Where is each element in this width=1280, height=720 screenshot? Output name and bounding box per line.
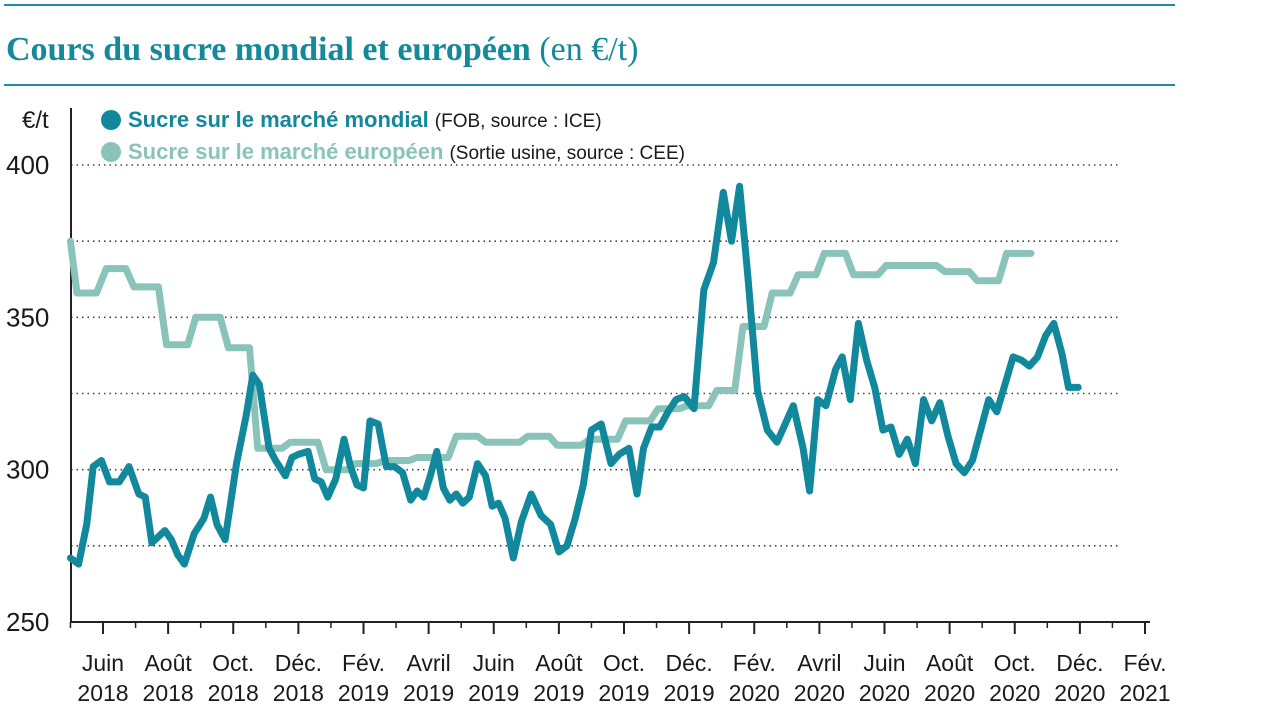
x-tick-label-month: Oct. bbox=[603, 650, 645, 676]
x-tick-label-month: Avril bbox=[797, 650, 841, 676]
y-tick-label-300: 300 bbox=[6, 455, 49, 485]
x-tick-label-month: Avril bbox=[406, 650, 450, 676]
x-tick-label-month: Août bbox=[535, 650, 583, 676]
legend-note-europeen: (Sortie usine, source : CEE) bbox=[449, 143, 684, 164]
chart-title-main: Cours du sucre mondial et européen bbox=[6, 31, 531, 68]
x-tick-label-year: 2021 bbox=[1119, 680, 1170, 706]
legend-note-mondial: (FOB, source : ICE) bbox=[435, 111, 602, 132]
series-line-mondial bbox=[66, 182, 1082, 568]
legend-entry-europeen: Sucre sur le marché européen (Sortie usin… bbox=[128, 139, 685, 164]
title-rule bbox=[4, 84, 1175, 86]
x-tick-label-month: Déc. bbox=[1056, 650, 1103, 676]
x-tick-label-year: 2018 bbox=[208, 680, 259, 706]
x-tick-label-month: Juin bbox=[82, 650, 124, 676]
x-tick-label-month: Juin bbox=[473, 650, 515, 676]
x-tick-label-month: Fév. bbox=[733, 650, 776, 676]
x-tick-label-year: 2018 bbox=[273, 680, 324, 706]
top-rule bbox=[4, 4, 1175, 6]
x-tick-label-month: Déc. bbox=[275, 650, 322, 676]
legend-entry-mondial: Sucre sur le marché mondial (FOB, source … bbox=[128, 107, 602, 132]
x-tick-label-year: 2020 bbox=[794, 680, 845, 706]
x-tick-label-year: 2019 bbox=[403, 680, 454, 706]
chart-title-unit: (en €/t) bbox=[539, 31, 639, 68]
x-tick-label-year: 2019 bbox=[533, 680, 584, 706]
y-tick-label-250: 250 bbox=[6, 607, 49, 637]
x-tick-label-year: 2018 bbox=[143, 680, 194, 706]
legend-marker-mondial bbox=[101, 110, 121, 130]
x-tick-label-year: 2019 bbox=[664, 680, 715, 706]
x-tick-label-month: Fév. bbox=[1123, 650, 1166, 676]
legend-name-europeen: Sucre sur le marché européen bbox=[128, 139, 443, 164]
legend-marker-europeen bbox=[101, 142, 121, 162]
x-tick-label-year: 2020 bbox=[729, 680, 780, 706]
x-tick-label-month: Fév. bbox=[342, 650, 385, 676]
y-axis-label: €/t bbox=[22, 107, 49, 134]
x-tick-label-year: 2020 bbox=[924, 680, 975, 706]
x-tick-label-month: Oct. bbox=[994, 650, 1036, 676]
x-tick-label-year: 2020 bbox=[989, 680, 1040, 706]
chart-title: Cours du sucre mondial et européen (en €… bbox=[6, 28, 638, 72]
legend-name-mondial: Sucre sur le marché mondial bbox=[128, 107, 429, 132]
x-tick-label-year: 2020 bbox=[859, 680, 910, 706]
x-tick-label-year: 2019 bbox=[468, 680, 519, 706]
x-tick-label-year: 2018 bbox=[77, 680, 128, 706]
x-tick-label-month: Août bbox=[926, 650, 974, 676]
x-tick-label-month: Oct. bbox=[212, 650, 254, 676]
x-tick-label-year: 2019 bbox=[598, 680, 649, 706]
x-tick-label-month: Juin bbox=[863, 650, 905, 676]
x-tick-label-month: Déc. bbox=[665, 650, 712, 676]
x-tick-label-year: 2019 bbox=[338, 680, 389, 706]
y-tick-label-350: 350 bbox=[6, 302, 49, 332]
x-tick-label-year: 2020 bbox=[1054, 680, 1105, 706]
x-tick-label-month: Août bbox=[144, 650, 192, 676]
y-tick-label-400: 400 bbox=[6, 150, 49, 180]
series-line-europeen bbox=[66, 237, 1035, 474]
